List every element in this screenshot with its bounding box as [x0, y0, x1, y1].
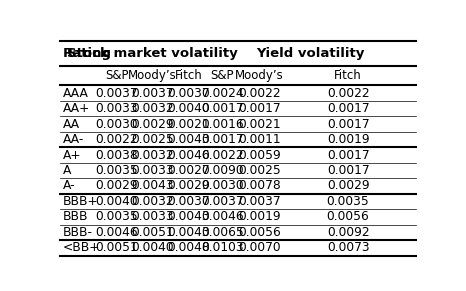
Text: 0.0070: 0.0070: [238, 242, 281, 254]
Text: 0.0017: 0.0017: [327, 118, 370, 131]
Text: 0.0035: 0.0035: [327, 195, 370, 208]
Text: 0.0027: 0.0027: [167, 164, 210, 177]
Text: 0.0022: 0.0022: [201, 148, 244, 162]
Text: BBB-: BBB-: [63, 226, 93, 239]
Text: Moody’s: Moody’s: [235, 69, 284, 82]
Text: Yield volatility: Yield volatility: [256, 47, 365, 60]
Text: 0.0065: 0.0065: [201, 226, 244, 239]
Text: 0.0017: 0.0017: [201, 133, 244, 146]
Text: 0.0025: 0.0025: [131, 133, 174, 146]
Text: 0.0021: 0.0021: [167, 118, 210, 131]
Text: S&P: S&P: [105, 69, 128, 82]
Text: 0.0037: 0.0037: [95, 87, 138, 100]
Text: 0.0030: 0.0030: [201, 180, 244, 192]
Text: 0.0103: 0.0103: [201, 242, 244, 254]
Text: 0.0029: 0.0029: [327, 180, 370, 192]
Text: 0.0032: 0.0032: [131, 195, 174, 208]
Text: BBB+: BBB+: [63, 195, 99, 208]
Text: 0.0030: 0.0030: [95, 118, 138, 131]
Text: Fitch: Fitch: [175, 69, 202, 82]
Text: 0.0017: 0.0017: [327, 164, 370, 177]
Text: A: A: [63, 164, 71, 177]
Text: 0.0043: 0.0043: [167, 210, 210, 223]
Text: 0.0078: 0.0078: [238, 180, 281, 192]
Text: Fitch: Fitch: [334, 69, 362, 82]
Text: 0.0029: 0.0029: [131, 118, 174, 131]
Text: 0.0043: 0.0043: [167, 133, 210, 146]
Text: 0.0056: 0.0056: [327, 210, 370, 223]
Text: 0.0046: 0.0046: [95, 226, 138, 239]
Text: 0.0090: 0.0090: [201, 164, 244, 177]
Text: 0.0040: 0.0040: [131, 242, 174, 254]
Text: 0.0025: 0.0025: [238, 164, 281, 177]
Text: Stock market volatility: Stock market volatility: [67, 47, 238, 60]
Text: 0.0056: 0.0056: [238, 226, 281, 239]
Text: <BB+: <BB+: [63, 242, 100, 254]
Text: AAA: AAA: [63, 87, 89, 100]
Text: 0.0051: 0.0051: [131, 226, 174, 239]
Text: 0.0092: 0.0092: [327, 226, 370, 239]
Text: 0.0046: 0.0046: [201, 210, 244, 223]
Text: 0.0043: 0.0043: [131, 180, 174, 192]
Text: 0.0033: 0.0033: [131, 164, 174, 177]
Text: 0.0046: 0.0046: [167, 148, 210, 162]
Text: 0.0048: 0.0048: [167, 242, 210, 254]
Text: 0.0017: 0.0017: [201, 102, 244, 115]
Text: 0.0022: 0.0022: [327, 87, 370, 100]
Text: 0.0011: 0.0011: [238, 133, 281, 146]
Text: 0.0037: 0.0037: [201, 195, 244, 208]
Text: 0.0022: 0.0022: [238, 87, 281, 100]
Text: 0.0051: 0.0051: [95, 242, 138, 254]
Text: 0.0033: 0.0033: [131, 210, 174, 223]
Text: AA+: AA+: [63, 102, 90, 115]
Text: 0.0017: 0.0017: [327, 102, 370, 115]
Text: AA-: AA-: [63, 133, 84, 146]
Text: 0.0035: 0.0035: [95, 210, 138, 223]
Text: 0.0021: 0.0021: [238, 118, 281, 131]
Text: 0.0029: 0.0029: [95, 180, 138, 192]
Text: S&P: S&P: [211, 69, 234, 82]
Text: 0.0040: 0.0040: [167, 102, 210, 115]
Text: 0.0022: 0.0022: [95, 133, 138, 146]
Text: 0.0043: 0.0043: [167, 226, 210, 239]
Text: 0.0019: 0.0019: [238, 210, 281, 223]
Text: 0.0017: 0.0017: [238, 102, 281, 115]
Text: 0.0059: 0.0059: [238, 148, 281, 162]
Text: 0.0024: 0.0024: [201, 87, 244, 100]
Text: 0.0016: 0.0016: [201, 118, 244, 131]
Text: 0.0037: 0.0037: [131, 87, 174, 100]
Text: 0.0040: 0.0040: [95, 195, 138, 208]
Text: BBB: BBB: [63, 210, 89, 223]
Text: A+: A+: [63, 148, 82, 162]
Text: AA: AA: [63, 118, 80, 131]
Text: 0.0032: 0.0032: [131, 148, 174, 162]
Text: Rating: Rating: [63, 47, 112, 60]
Text: 0.0032: 0.0032: [131, 102, 174, 115]
Text: 0.0029: 0.0029: [167, 180, 210, 192]
Text: A-: A-: [63, 180, 75, 192]
Text: 0.0033: 0.0033: [95, 102, 138, 115]
Text: Moody’s: Moody’s: [128, 69, 177, 82]
Text: 0.0037: 0.0037: [238, 195, 281, 208]
Text: 0.0073: 0.0073: [327, 242, 370, 254]
Text: 0.0037: 0.0037: [167, 87, 210, 100]
Text: 0.0038: 0.0038: [95, 148, 138, 162]
Text: 0.0035: 0.0035: [95, 164, 138, 177]
Text: 0.0017: 0.0017: [327, 148, 370, 162]
Text: 0.0037: 0.0037: [167, 195, 210, 208]
Text: 0.0019: 0.0019: [327, 133, 370, 146]
